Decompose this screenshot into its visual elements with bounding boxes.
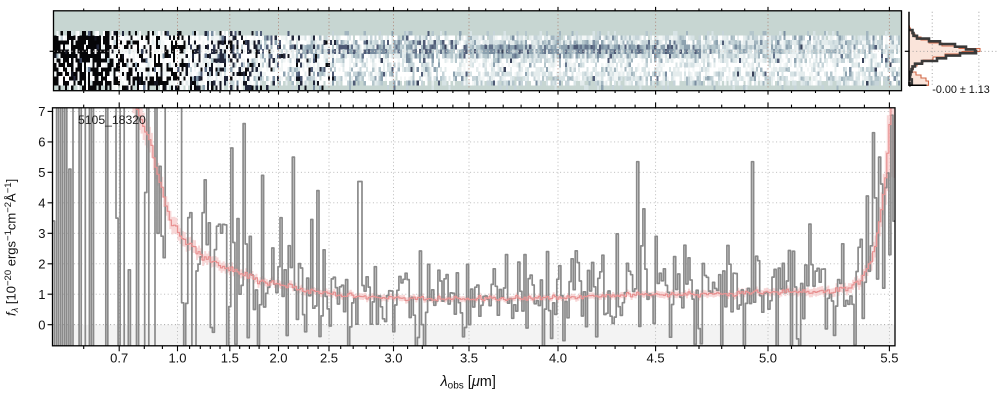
- svg-text:-0.00 ± 1.13: -0.00 ± 1.13: [932, 84, 990, 96]
- svg-text:1.0: 1.0: [168, 351, 186, 366]
- svg-text:5105_18320: 5105_18320: [78, 113, 146, 127]
- svg-text:λobs [μm]: λobs [μm]: [440, 374, 496, 392]
- svg-text:2: 2: [38, 256, 45, 271]
- svg-text:4.5: 4.5: [647, 351, 665, 366]
- svg-text:fλ [10−20 ergs−1cm−2Å−1]: fλ [10−20 ergs−1cm−2Å−1]: [3, 179, 21, 316]
- svg-text:4.0: 4.0: [549, 351, 567, 366]
- svg-text:0.7: 0.7: [110, 351, 128, 366]
- svg-text:3.5: 3.5: [460, 351, 478, 366]
- svg-text:1.5: 1.5: [221, 351, 239, 366]
- svg-text:7: 7: [38, 104, 45, 119]
- svg-text:3: 3: [38, 226, 45, 241]
- svg-text:3.0: 3.0: [384, 351, 402, 366]
- svg-text:0: 0: [38, 317, 45, 332]
- svg-text:5.5: 5.5: [880, 351, 898, 366]
- svg-text:2.5: 2.5: [320, 351, 338, 366]
- svg-text:1: 1: [38, 287, 45, 302]
- svg-text:5.0: 5.0: [759, 351, 777, 366]
- svg-text:6: 6: [38, 135, 45, 150]
- svg-text:5: 5: [38, 165, 45, 180]
- svg-text:2.0: 2.0: [269, 351, 287, 366]
- svg-text:4: 4: [38, 195, 45, 210]
